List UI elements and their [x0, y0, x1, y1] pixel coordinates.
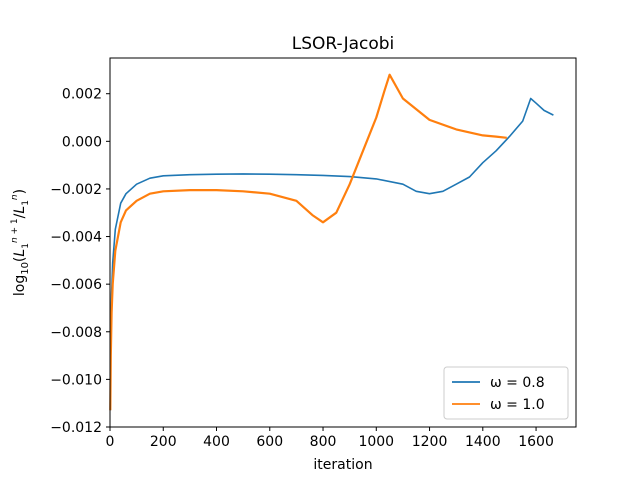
legend-box — [443, 366, 569, 420]
y-tick-label: −0.008 — [50, 325, 102, 341]
legend-label-2: ω = 1.0 — [490, 397, 545, 413]
x-tick-label: 200 — [150, 434, 177, 450]
y-tick-label: 0.002 — [62, 87, 102, 103]
x-axis-label: iteration — [313, 457, 372, 473]
axes-frame — [109, 57, 577, 428]
y-tick-label: −0.004 — [50, 230, 102, 246]
y-tick-label: −0.006 — [50, 277, 102, 293]
x-tick-label: 600 — [256, 434, 283, 450]
series-line-2 — [109, 73, 507, 411]
x-tick-label: 0 — [106, 434, 115, 450]
x-tick-label: 800 — [310, 434, 337, 450]
x-tick-label: 1400 — [465, 434, 501, 450]
chart-title: LSOR-Jacobi — [292, 34, 395, 54]
legend-label-1: ω = 0.8 — [490, 375, 545, 391]
x-axis-ticks: 0 200 400 600 800 1000 1200 1400 1600 — [106, 427, 554, 450]
y-tick-label: −0.010 — [50, 372, 102, 388]
legend: ω = 0.8 ω = 1.0 — [443, 366, 569, 420]
y-tick-label: −0.012 — [50, 420, 102, 436]
x-tick-label: 1200 — [412, 434, 448, 450]
x-tick-label: 400 — [203, 434, 230, 450]
x-tick-label: 1600 — [518, 434, 554, 450]
y-axis-ticks: 0.002 0.000 −0.002 −0.004 −0.006 −0.008 −0.010… — [50, 87, 110, 436]
series-layer — [109, 73, 554, 411]
x-tick-label: 1000 — [358, 434, 394, 450]
y-tick-label: 0.000 — [62, 134, 102, 150]
y-axis-label: log10(L1n + 1/L1n) — [10, 189, 31, 296]
y-tick-label: −0.002 — [50, 182, 102, 198]
series-line-1 — [109, 97, 554, 411]
